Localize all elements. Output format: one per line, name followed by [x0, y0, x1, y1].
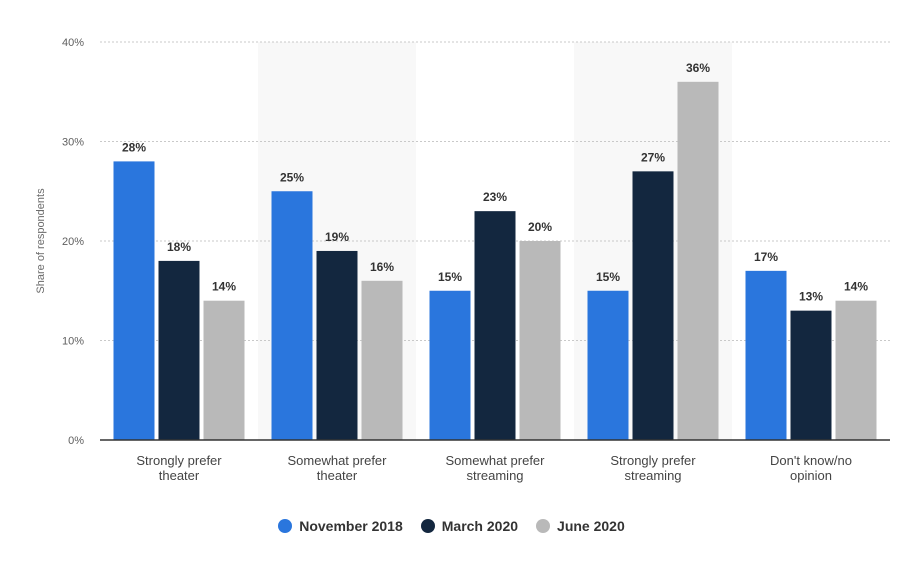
data-label: 27% [641, 150, 665, 164]
y-tick-label: 30% [62, 137, 84, 149]
legend-label: November 2018 [299, 518, 403, 534]
legend-item[interactable]: June 2020 [536, 518, 625, 534]
y-axis-ticks: 0% 10% 20% 30% 40% [62, 37, 84, 447]
legend-item[interactable]: November 2018 [278, 518, 403, 534]
y-tick-label: 20% [62, 236, 84, 248]
bar [745, 270, 787, 440]
data-label: 14% [212, 280, 236, 294]
bar [632, 171, 674, 440]
legend-marker [278, 519, 293, 533]
x-tick-label: Don't know/no opinion [770, 453, 852, 483]
bar [158, 260, 200, 440]
data-label: 17% [754, 250, 778, 264]
legend-item[interactable]: March 2020 [420, 518, 519, 534]
bar [587, 290, 629, 440]
legend-marker [420, 519, 435, 533]
bar [361, 280, 403, 440]
bar [835, 300, 877, 440]
legend-marker [536, 519, 551, 533]
x-tick-label: Somewhat prefer streaming [446, 453, 546, 483]
legend-label: June 2020 [557, 518, 625, 534]
data-label: 20% [528, 220, 552, 234]
bar [316, 250, 358, 440]
data-label: 25% [280, 170, 304, 184]
data-label: 19% [325, 230, 349, 244]
data-label: 36% [686, 61, 710, 75]
data-label: 28% [122, 140, 146, 154]
bar [519, 241, 561, 440]
bar [474, 211, 516, 440]
data-label: 16% [370, 260, 394, 274]
bar [113, 161, 155, 440]
y-tick-label: 10% [62, 336, 84, 348]
bar [429, 290, 471, 440]
data-label: 23% [483, 190, 507, 204]
data-label: 15% [438, 270, 462, 284]
x-tick-label: Strongly prefer streaming [610, 453, 696, 483]
x-tick-label: Somewhat prefer theater [288, 453, 388, 483]
data-label: 18% [167, 240, 191, 254]
bar [677, 81, 719, 441]
category-labels: Strongly prefer theater Somewhat prefer the… [136, 453, 852, 483]
bar [790, 310, 832, 440]
bar-chart: 0% 10% 20% 30% 40% Share of respondents 28% 1… [35, 37, 890, 483]
y-tick-label: 40% [62, 37, 84, 49]
legend: November 2018 March 2020 June 2020 [0, 518, 903, 534]
x-tick-label: Strongly prefer theater [136, 453, 222, 483]
data-label: 14% [844, 280, 868, 294]
y-tick-label: 0% [68, 435, 84, 447]
y-axis-title: Share of respondents [35, 188, 47, 294]
bars [113, 81, 877, 441]
bar [271, 191, 313, 440]
bar [203, 300, 245, 440]
data-label: 13% [799, 290, 823, 304]
value-labels: 28% 18% 14% 25% 19% 16% 15% 23% 20% 15% 27% 36% 17% 1… [122, 61, 868, 304]
legend-label: March 2020 [441, 518, 519, 534]
data-label: 15% [596, 270, 620, 284]
